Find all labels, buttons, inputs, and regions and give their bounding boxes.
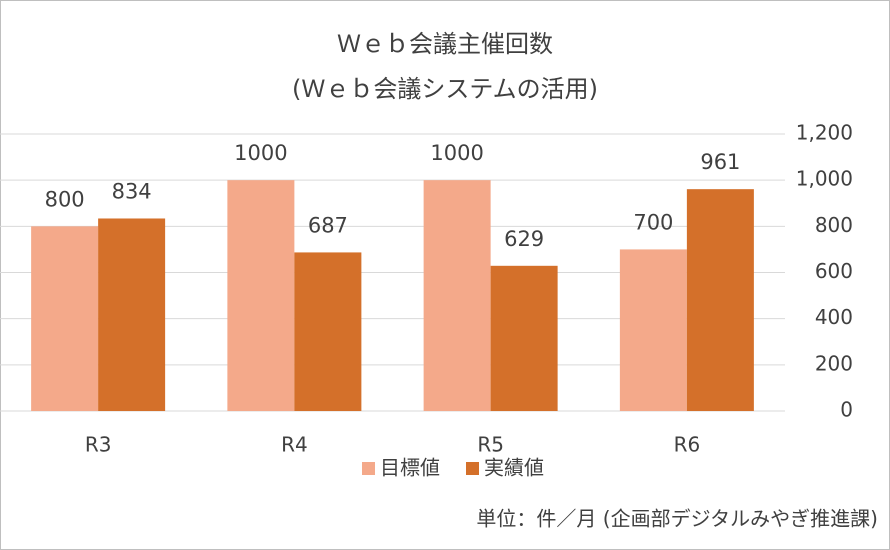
value-label: 961 <box>700 150 740 174</box>
x-tick-label: R6 <box>674 433 701 457</box>
value-label: 687 <box>308 213 348 237</box>
value-label: 1000 <box>430 141 483 165</box>
y-tick-label: 1,000 <box>796 167 853 191</box>
value-label: 1000 <box>234 141 287 165</box>
legend-swatch <box>362 462 375 475</box>
y-tick-label: 0 <box>840 398 853 422</box>
legend-label: 実績値 <box>484 456 544 480</box>
value-label: 629 <box>504 227 544 251</box>
y-tick-label: 800 <box>815 213 853 237</box>
bar <box>98 218 166 411</box>
bar <box>31 226 99 411</box>
legend-label: 目標値 <box>380 456 440 480</box>
legend-swatch <box>466 462 479 475</box>
bar <box>686 189 754 411</box>
value-label: 700 <box>633 210 673 234</box>
y-tick-label: 600 <box>815 259 853 283</box>
bar <box>423 180 491 411</box>
x-tick-label: R4 <box>281 433 308 457</box>
x-tick-label: R3 <box>85 433 112 457</box>
value-label: 834 <box>112 179 152 203</box>
bar <box>619 249 687 411</box>
chart-subtitle: (Ｗｅｂ会議システムの活用) <box>292 75 598 103</box>
note: 単位：件／月 (企画部デジタルみやぎ推進課) <box>476 507 878 531</box>
bar <box>294 252 362 411</box>
y-tick-label: 400 <box>815 305 853 329</box>
y-tick-label: 200 <box>815 351 853 375</box>
bar <box>490 265 558 411</box>
chart-title: Ｗｅｂ会議主催回数 <box>337 30 553 58</box>
value-label: 800 <box>45 187 85 211</box>
x-tick-label: R5 <box>477 433 504 457</box>
y-tick-label: 1,200 <box>796 121 853 145</box>
bar <box>227 180 295 411</box>
